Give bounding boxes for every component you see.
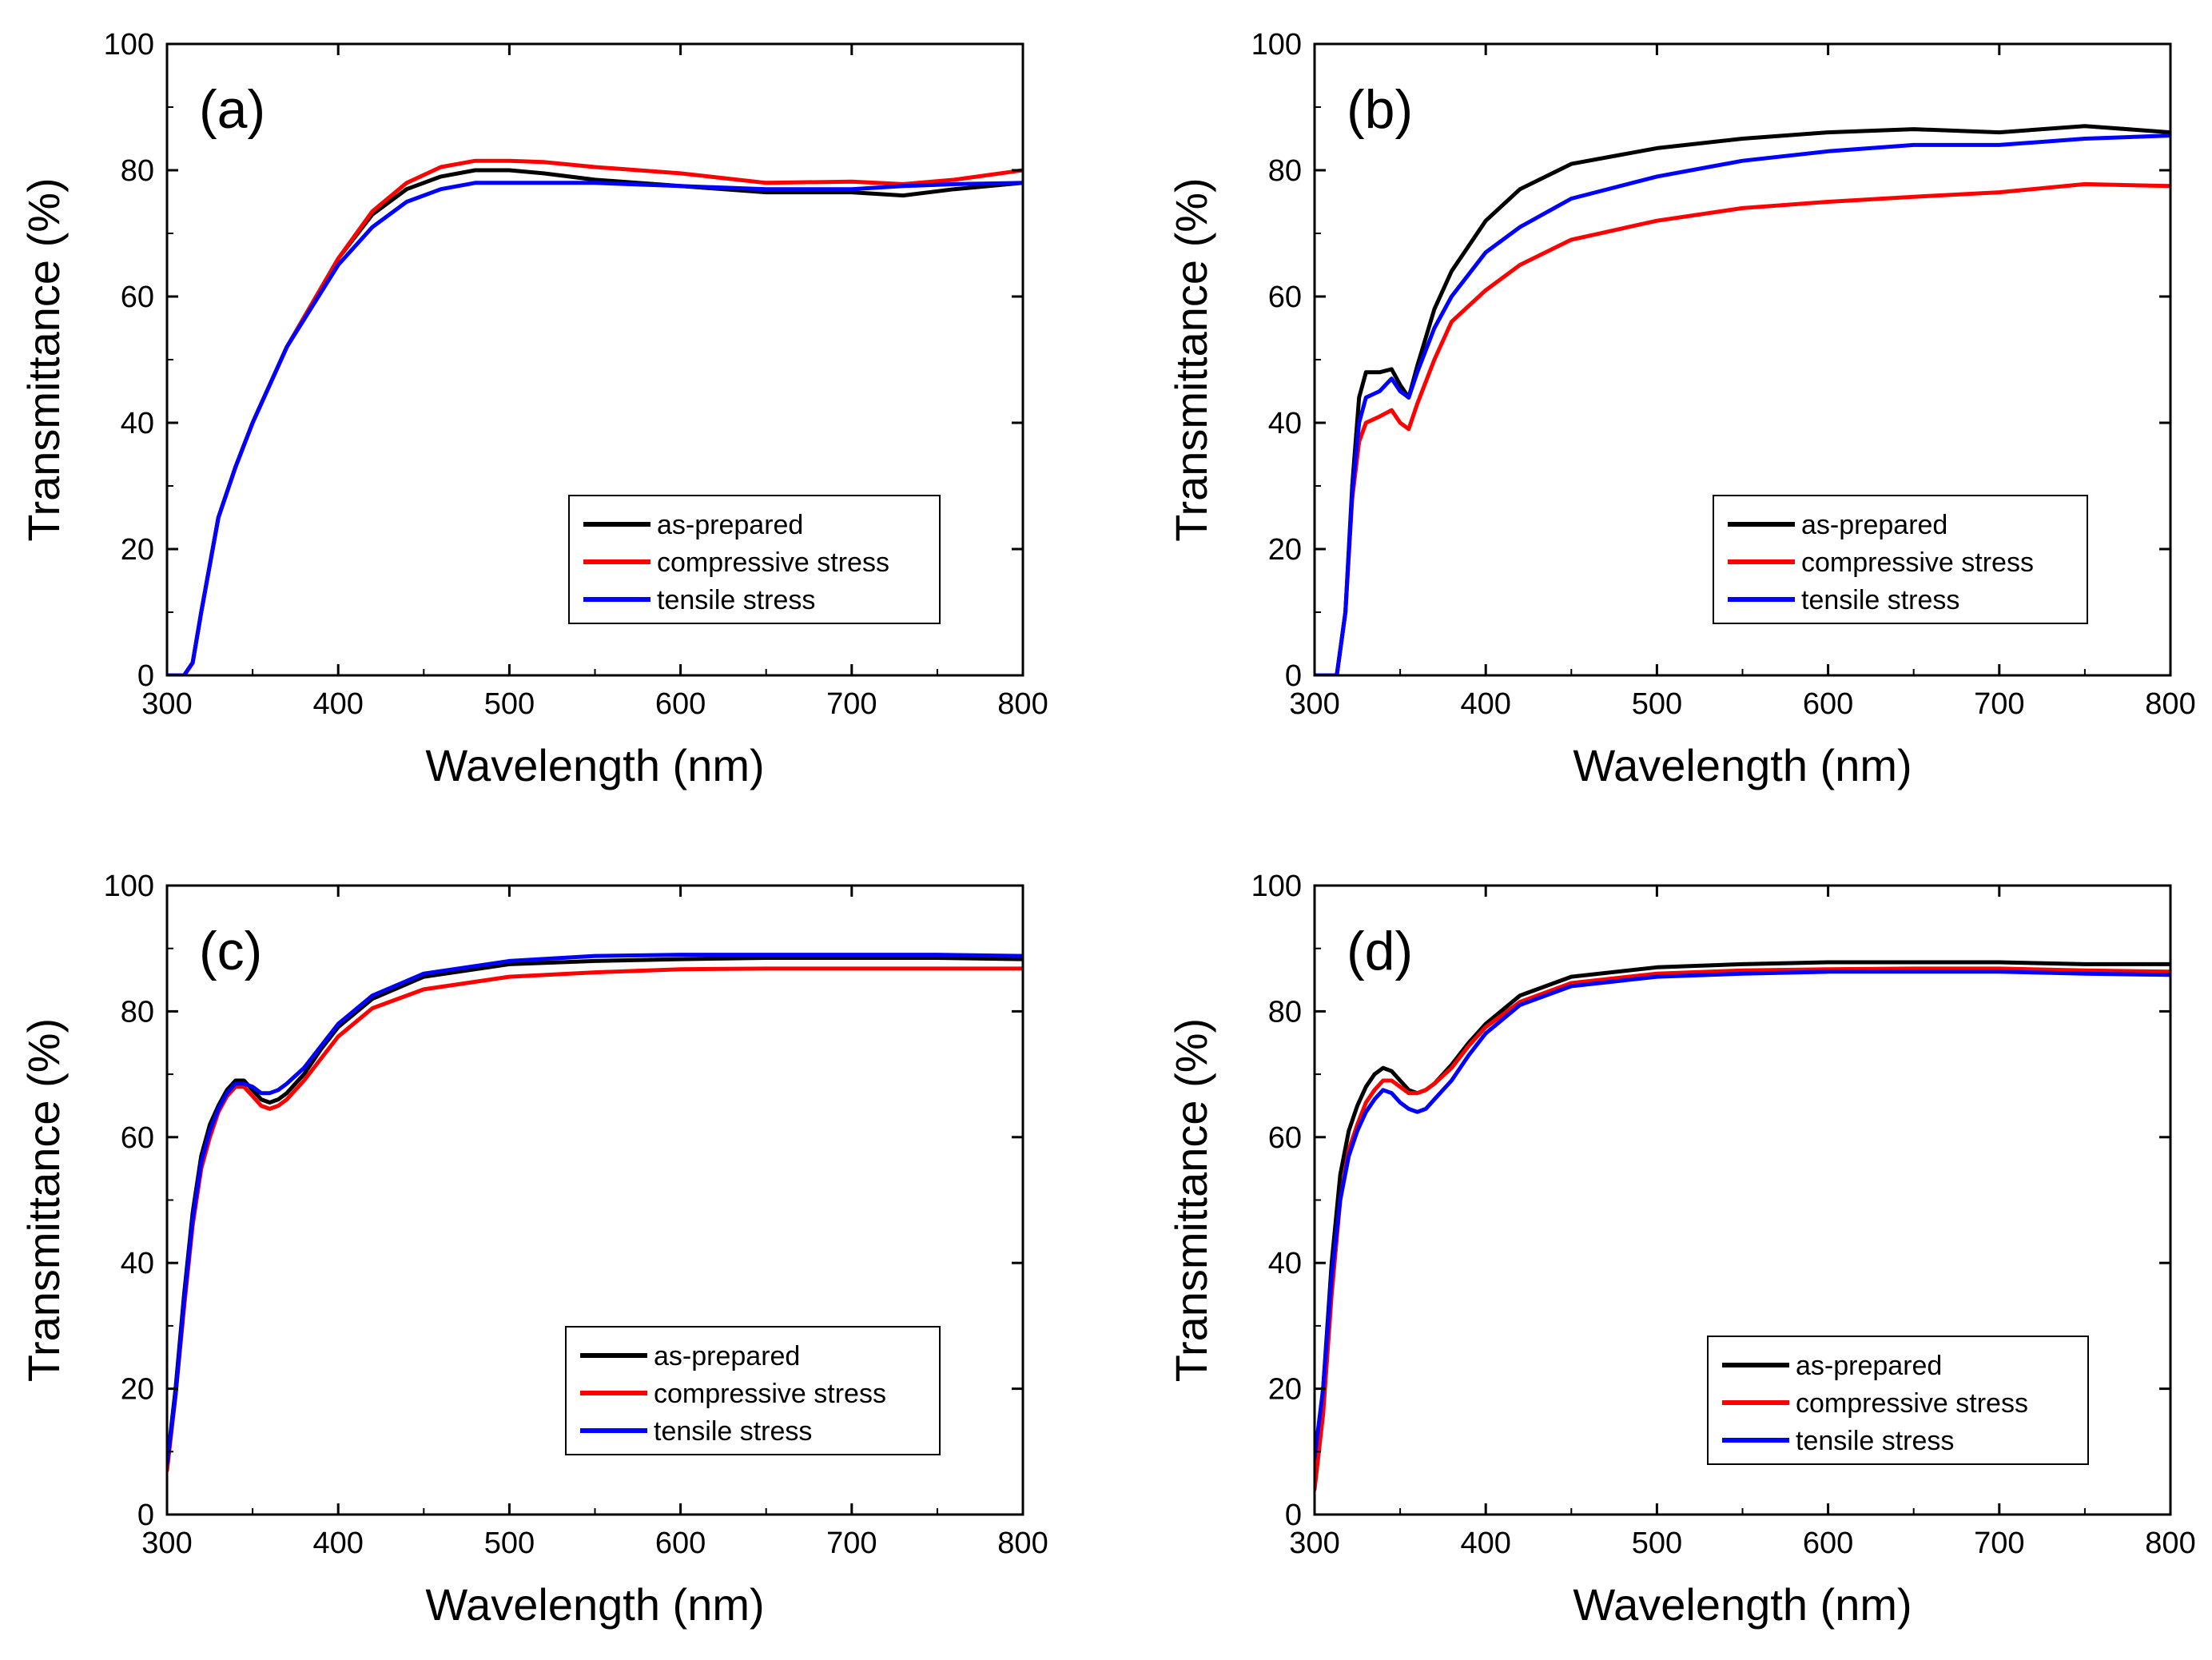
legend-label: as-prepared xyxy=(1796,1351,1942,1381)
x-tick-label: 300 xyxy=(1289,687,1339,721)
legend-label: compressive stress xyxy=(657,547,889,578)
legend-label: tensile stress xyxy=(1801,585,1959,615)
x-axis-title: Wavelength (nm) xyxy=(1573,740,1912,790)
y-axis-title: Transmittance (%) xyxy=(1166,1018,1216,1382)
y-tick-label: 60 xyxy=(1268,281,1302,314)
y-tick-label: 60 xyxy=(121,281,154,314)
x-tick-label: 800 xyxy=(2145,687,2195,721)
x-axis-title: Wavelength (nm) xyxy=(425,1579,764,1630)
y-tick-label: 0 xyxy=(1285,659,1302,693)
chart-panel: 300 400 500 600 700 800 0 20 40 60 80 100 Wavelength… xyxy=(18,870,1048,1630)
y-tick-label: 100 xyxy=(104,870,154,903)
x-tick-label: 500 xyxy=(1632,1527,1682,1560)
y-tick-label: 80 xyxy=(121,154,154,188)
x-tick-label: 300 xyxy=(141,1527,192,1560)
y-tick-label: 60 xyxy=(1268,1121,1302,1155)
x-tick-label: 700 xyxy=(1974,1527,2024,1560)
x-tick-label: 400 xyxy=(1460,1527,1510,1560)
legend-label: tensile stress xyxy=(1796,1426,1954,1456)
x-tick-label: 800 xyxy=(997,687,1048,721)
y-tick-label: 20 xyxy=(1268,1373,1302,1407)
legend: as-prepared compressive stress tensile str… xyxy=(1713,495,2088,624)
legend-label: compressive stress xyxy=(1801,547,2034,578)
y-axis-title: Transmittance (%) xyxy=(1166,177,1216,541)
y-tick-label: 0 xyxy=(137,659,154,693)
x-tick-label: 600 xyxy=(1803,1527,1853,1560)
x-tick-label: 300 xyxy=(1289,1527,1339,1560)
panel-label: (a) xyxy=(199,79,265,140)
x-tick-label: 800 xyxy=(997,1527,1048,1560)
x-tick-label: 400 xyxy=(1460,687,1510,721)
legend-label: as-prepared xyxy=(1801,510,1947,540)
x-tick-label: 300 xyxy=(141,687,192,721)
y-tick-label: 20 xyxy=(1268,533,1302,567)
chart-panel: 300 400 500 600 700 800 0 20 40 60 80 100 Wavelength… xyxy=(1166,28,2196,790)
y-tick-label: 60 xyxy=(121,1121,154,1155)
x-tick-label: 400 xyxy=(312,1527,363,1560)
legend: as-prepared compressive stress tensile str… xyxy=(1707,1336,2089,1465)
legend: as-prepared compressive stress tensile str… xyxy=(565,1326,941,1455)
y-tick-label: 100 xyxy=(1251,28,1302,62)
panel-label: (b) xyxy=(1347,79,1413,140)
x-tick-label: 500 xyxy=(1632,687,1682,721)
legend-label: as-prepared xyxy=(657,510,803,540)
y-tick-label: 40 xyxy=(1268,1247,1302,1280)
x-tick-label: 600 xyxy=(655,687,706,721)
legend-label: compressive stress xyxy=(654,1379,886,1409)
y-tick-label: 20 xyxy=(121,533,154,567)
x-axis-title: Wavelength (nm) xyxy=(1573,1579,1912,1630)
x-tick-label: 700 xyxy=(826,1527,877,1560)
x-tick-label: 500 xyxy=(484,687,535,721)
legend-label: as-prepared xyxy=(654,1341,800,1371)
y-tick-label: 40 xyxy=(121,407,154,440)
y-tick-label: 40 xyxy=(1268,407,1302,440)
panel-label: (c) xyxy=(199,921,262,981)
series-line-tensile-stress xyxy=(1315,133,2170,675)
x-tick-label: 500 xyxy=(484,1527,535,1560)
y-tick-label: 80 xyxy=(1268,995,1302,1029)
legend: as-prepared compressive stress tensile str… xyxy=(568,495,941,624)
legend-label: compressive stress xyxy=(1796,1388,2028,1419)
y-axis-title: Transmittance (%) xyxy=(18,177,69,541)
y-tick-label: 0 xyxy=(137,1499,154,1532)
y-tick-label: 0 xyxy=(1285,1499,1302,1532)
y-tick-label: 80 xyxy=(121,995,154,1029)
y-tick-label: 40 xyxy=(121,1247,154,1280)
x-tick-label: 400 xyxy=(312,687,363,721)
legend-label: tensile stress xyxy=(657,585,815,615)
y-tick-label: 20 xyxy=(121,1373,154,1407)
series-line-tensile-stress xyxy=(167,953,1023,1467)
x-tick-label: 600 xyxy=(1803,687,1853,721)
x-tick-label: 800 xyxy=(2145,1527,2195,1560)
series-line-tensile-stress xyxy=(1315,969,2170,1460)
chart-panel: 300 400 500 600 700 800 0 20 40 60 80 100 Wavelength… xyxy=(1166,870,2196,1630)
legend-label: tensile stress xyxy=(654,1416,812,1447)
y-tick-label: 80 xyxy=(1268,154,1302,188)
x-tick-label: 700 xyxy=(1974,687,2024,721)
x-tick-label: 600 xyxy=(655,1527,706,1560)
x-axis-title: Wavelength (nm) xyxy=(425,740,764,790)
y-axis-title: Transmittance (%) xyxy=(18,1018,69,1382)
series-line-compressive-stress xyxy=(1315,966,2170,1491)
series-line-tensile-stress xyxy=(167,181,1023,675)
y-tick-label: 100 xyxy=(1251,870,1302,903)
x-tick-label: 700 xyxy=(826,687,877,721)
y-tick-label: 100 xyxy=(104,28,154,62)
panel-label: (d) xyxy=(1347,921,1413,981)
chart-panel: 300 400 500 600 700 800 0 20 40 60 80 100 Wavelength… xyxy=(18,28,1048,790)
